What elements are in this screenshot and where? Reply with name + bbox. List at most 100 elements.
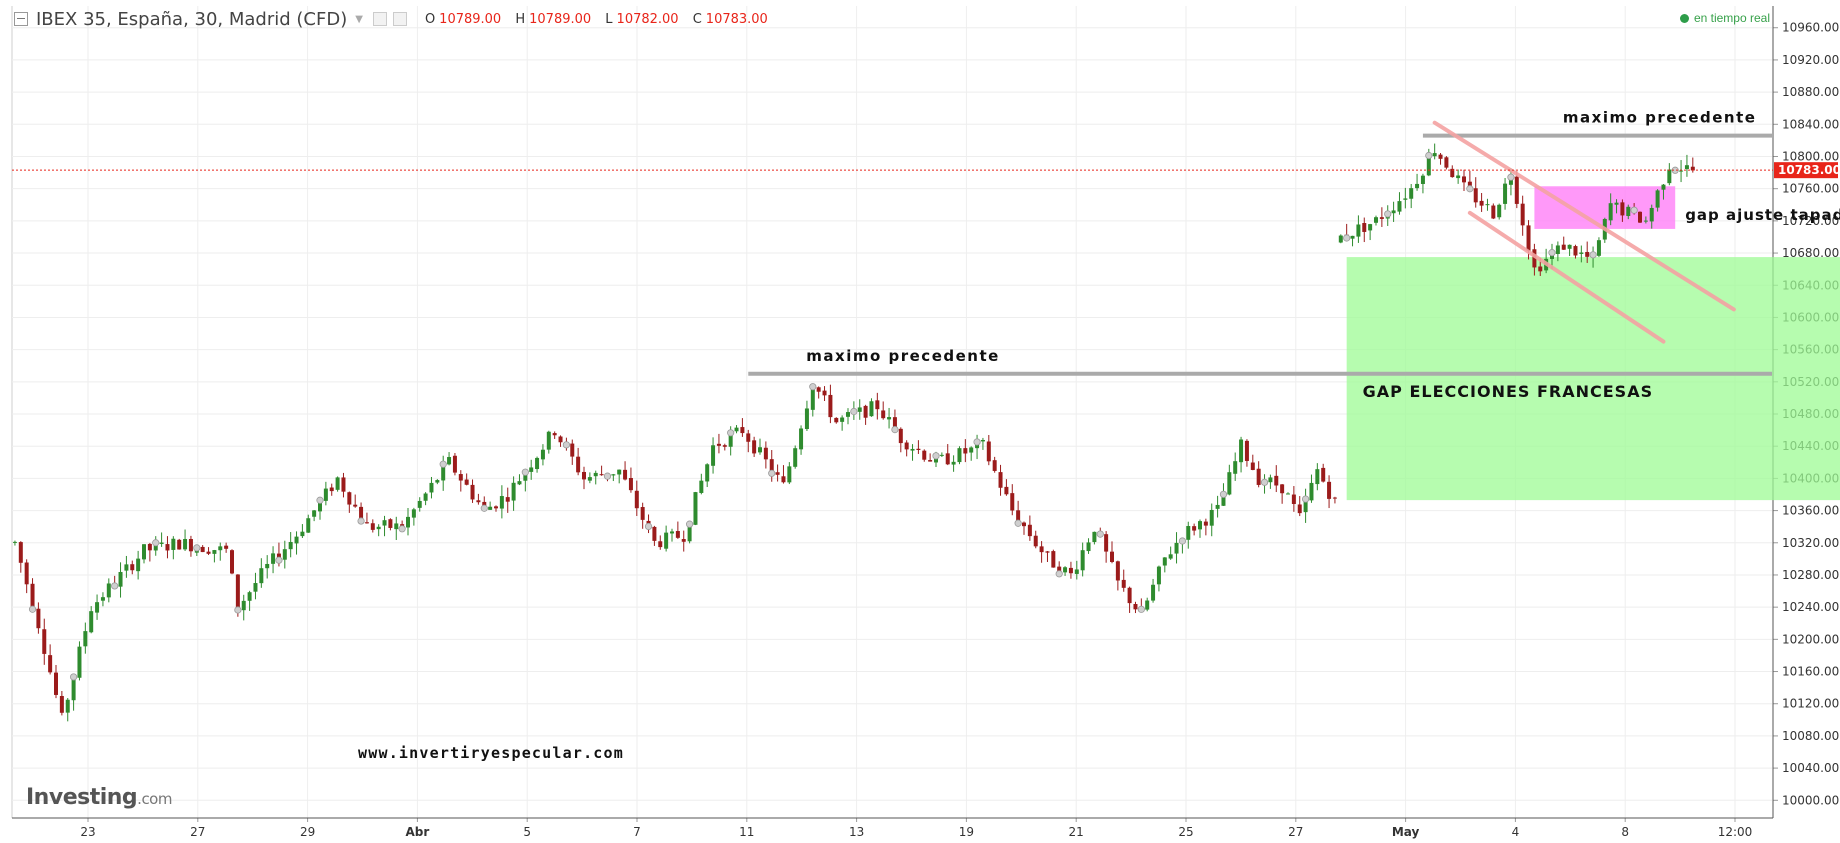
- candle-body: [12, 541, 17, 543]
- candle-body: [1033, 535, 1038, 547]
- candle-body: [95, 602, 100, 613]
- candle-body: [1397, 201, 1402, 212]
- candle-body: [1074, 569, 1079, 574]
- y-tick-label: 10720.00: [1782, 214, 1839, 228]
- candle-body: [611, 474, 616, 476]
- candle-body: [787, 466, 792, 483]
- candle-body: [335, 477, 340, 490]
- candle-body: [124, 564, 129, 571]
- candle-body: [1151, 584, 1156, 601]
- event-marker: [521, 468, 529, 476]
- candle-body: [153, 542, 158, 551]
- candle-body: [1667, 169, 1672, 184]
- event-marker: [1014, 519, 1022, 527]
- candle-body: [1291, 494, 1296, 504]
- event-marker: [357, 517, 365, 525]
- candle-body: [265, 563, 270, 569]
- collapse-icon[interactable]: [14, 12, 28, 26]
- candle-body: [582, 471, 586, 480]
- candle-body: [746, 433, 751, 442]
- candle-body: [1456, 175, 1461, 179]
- candle-body: [1573, 246, 1578, 256]
- candle-body: [71, 676, 76, 701]
- candle-body: [476, 500, 481, 503]
- y-tick-label: 10280.00: [1782, 568, 1839, 582]
- candle-body: [1690, 166, 1695, 171]
- y-tick-label: 10040.00: [1782, 761, 1839, 775]
- candle-body: [793, 448, 798, 467]
- event-marker: [111, 582, 119, 590]
- realtime-label: en tiempo real: [1693, 11, 1770, 25]
- x-tick-label: 27: [1288, 825, 1303, 839]
- candle-body: [898, 428, 903, 444]
- event-marker: [727, 429, 735, 437]
- candle-body: [1256, 468, 1261, 485]
- event-marker: [768, 469, 776, 477]
- candle-body: [206, 551, 211, 554]
- chevron-down-icon[interactable]: ▼: [355, 13, 363, 25]
- event-marker: [316, 496, 324, 504]
- candle-body: [1162, 557, 1167, 566]
- candle-body: [951, 461, 956, 465]
- candle-body: [699, 480, 704, 493]
- candle-body: [1679, 170, 1684, 172]
- candle-body: [1491, 205, 1496, 219]
- candle-body: [722, 445, 727, 447]
- candle-body: [429, 482, 434, 493]
- candle-body: [998, 472, 1003, 488]
- candle-body: [939, 454, 944, 456]
- candle-body: [1092, 531, 1097, 543]
- candle-body: [781, 476, 786, 483]
- candle-body: [447, 457, 452, 465]
- candle-body: [523, 472, 528, 481]
- candle-body: [681, 539, 686, 542]
- candle-body: [54, 672, 58, 695]
- chart-header: IBEX 35, España, 30, Madrid (CFD) ▼ O 107…: [14, 8, 778, 30]
- candle-body: [763, 447, 768, 460]
- candle-body: [1415, 183, 1420, 189]
- candle-body: [552, 433, 557, 436]
- candle-body: [212, 550, 217, 554]
- candle-body: [1133, 604, 1138, 610]
- candle-body: [306, 518, 311, 533]
- candle-body: [752, 440, 757, 454]
- candle-body: [341, 477, 346, 492]
- candle-body: [411, 509, 416, 518]
- event-marker: [1260, 478, 1269, 486]
- y-tick-label: 10240.00: [1782, 600, 1839, 614]
- candle-body: [423, 493, 428, 501]
- logo-brand: Investing: [26, 785, 138, 810]
- candle-body: [570, 443, 575, 457]
- symbol-title[interactable]: IBEX 35, España, 30, Madrid (CFD): [36, 8, 348, 30]
- hide-icon[interactable]: [392, 12, 407, 26]
- candle-body: [658, 541, 663, 548]
- candle-body: [1010, 493, 1015, 511]
- event-marker: [152, 539, 160, 547]
- candle-body: [177, 539, 182, 550]
- candle-body: [546, 431, 551, 450]
- candle-body: [59, 696, 64, 713]
- candle-body: [1473, 188, 1478, 203]
- candle-body: [36, 608, 41, 629]
- candle-body: [875, 400, 880, 410]
- candle-body: [136, 558, 141, 572]
- candle-body: [1068, 567, 1073, 574]
- candle-body: [1303, 499, 1308, 513]
- candle-body: [241, 600, 246, 611]
- event-marker: [685, 520, 694, 528]
- candle-body: [1332, 497, 1337, 499]
- candle-body: [488, 506, 493, 510]
- event-marker: [1219, 490, 1228, 498]
- candle-body: [758, 447, 762, 453]
- candle-body: [42, 629, 47, 654]
- candle-body: [1221, 494, 1226, 506]
- investing-logo: Investing.com: [26, 785, 172, 810]
- candle-body: [628, 478, 633, 491]
- settings-icon[interactable]: [372, 12, 387, 26]
- candle-body: [687, 524, 692, 542]
- event-marker: [973, 438, 981, 446]
- candle-body: [1315, 469, 1320, 485]
- candle-body: [294, 536, 299, 544]
- event-marker: [398, 525, 406, 533]
